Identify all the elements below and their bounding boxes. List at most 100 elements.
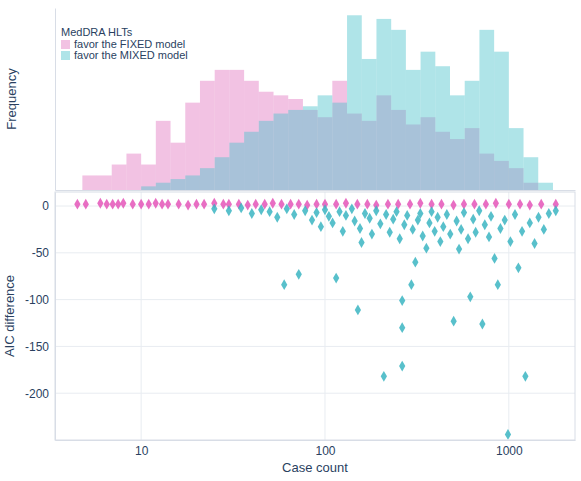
y-grid-line — [55, 252, 575, 253]
x-axis-title: Case count — [282, 460, 348, 475]
histogram-bar — [494, 52, 509, 190]
scatter-point — [397, 233, 403, 244]
scatter-point — [381, 371, 387, 382]
histogram-bar — [126, 154, 141, 190]
tick: 1000 — [496, 440, 523, 458]
scatter-point — [185, 200, 191, 211]
scatter-point — [281, 279, 287, 290]
scatter-point — [340, 226, 346, 237]
scatter-point — [399, 295, 405, 306]
scatter-point — [432, 226, 438, 237]
histogram-bar — [82, 175, 97, 190]
scatter-point — [491, 253, 497, 264]
scatter-point — [456, 244, 462, 255]
histogram-bar — [421, 52, 436, 190]
scatter-point — [450, 200, 456, 211]
x-axis-line — [56, 440, 576, 441]
scatter-point — [355, 304, 361, 315]
histogram-bar — [156, 183, 171, 190]
scatter-point — [519, 226, 525, 237]
scatter-point — [506, 199, 512, 210]
histogram-bar — [376, 19, 391, 190]
tick-label: 10 — [135, 444, 149, 458]
legend-swatch — [61, 40, 70, 49]
scatter-point — [399, 322, 405, 333]
histogram-bar — [82, 190, 97, 191]
scatter-point — [193, 199, 199, 210]
y-axis-title: AIC difference — [2, 275, 17, 357]
scatter-point — [486, 231, 492, 242]
y-axis: 0-50-100-150-200 — [25, 193, 56, 441]
scatter-point — [238, 202, 244, 213]
scatter-point — [527, 200, 533, 211]
scatter-point — [451, 316, 457, 327]
histogram-bar — [288, 110, 303, 190]
scatter-point — [165, 199, 171, 210]
scatter-point — [383, 209, 389, 220]
histogram-bar — [332, 81, 347, 190]
scatter-point — [538, 199, 544, 210]
x-axis: 10 100 1000 — [56, 440, 576, 458]
legend-title: MedDRA HLTs — [61, 26, 133, 38]
x-axis-line — [56, 190, 576, 191]
scatter-point — [354, 199, 360, 210]
scatter-point — [115, 199, 121, 210]
scatter-point — [423, 243, 429, 254]
scatter-point — [482, 219, 488, 230]
scatter-point — [440, 221, 446, 232]
histogram-bar — [524, 157, 539, 190]
scatter-point — [507, 236, 513, 247]
histogram-bar — [156, 121, 171, 190]
legend-label: favor the MIXED model — [74, 49, 188, 61]
tick: 10 — [135, 440, 149, 458]
scatter-point — [138, 199, 144, 210]
x-grid-line — [324, 192, 325, 440]
scatter-point — [435, 212, 441, 223]
scatter-point — [270, 198, 276, 209]
scatter-point — [343, 198, 349, 209]
grid — [55, 192, 575, 440]
scatter-point — [309, 215, 315, 226]
histogram-bar — [406, 70, 421, 190]
tick-label: 100 — [315, 444, 335, 458]
histogram-series — [141, 15, 553, 190]
histogram-bar — [332, 103, 347, 190]
x-axis — [56, 190, 576, 191]
scatter-point — [483, 199, 489, 210]
histogram-bar — [274, 95, 289, 190]
histogram-bar — [229, 143, 244, 190]
scatter-points — [74, 198, 559, 440]
plot-background — [55, 192, 575, 440]
scatter-point — [267, 206, 273, 217]
legend: MedDRA HLTsfavor the FIXED modelfavor th… — [61, 26, 188, 61]
scatter-point — [336, 206, 342, 217]
scatter-point — [249, 208, 255, 219]
scatter-point — [515, 262, 521, 273]
scatter-point — [130, 199, 136, 210]
histogram-bar — [141, 186, 156, 190]
histogram-bar — [347, 15, 362, 190]
histogram-bar — [126, 190, 141, 191]
scatter-point — [253, 199, 259, 210]
scatter-point — [278, 199, 284, 210]
histogram-bar — [244, 132, 259, 190]
scatter-point — [385, 199, 391, 210]
histogram-bar — [215, 157, 230, 190]
scatter-point — [226, 205, 232, 216]
scatter-point — [546, 208, 552, 219]
tick-label: 1000 — [496, 444, 523, 458]
scatter-point — [291, 209, 297, 220]
scatter-point — [408, 279, 414, 290]
scatter-point — [313, 207, 319, 218]
scatter-point — [153, 198, 159, 209]
histogram-bar — [362, 59, 377, 190]
scatter-point — [458, 224, 464, 235]
scatter-point — [159, 199, 165, 210]
histogram-bar — [244, 81, 259, 190]
tick-label: 0 — [42, 199, 49, 213]
histogram-bar — [200, 168, 215, 190]
histogram-bar — [553, 190, 568, 191]
histogram-bar — [318, 95, 333, 190]
scatter-point — [176, 199, 182, 210]
histogram-bar — [553, 190, 568, 191]
